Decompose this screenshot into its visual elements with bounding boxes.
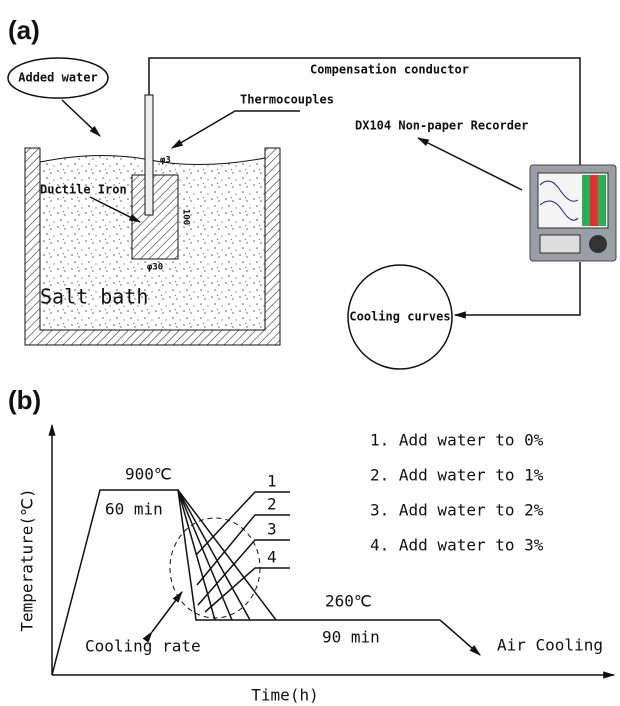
recorder-label: DX104 Non-paper Recorder (355, 119, 528, 133)
ductile-iron: Ductile Iron (40, 183, 127, 197)
legend-item: 2. Add water to 1% (370, 466, 544, 485)
block-height: 100 (181, 209, 191, 225)
figure: (a) Added water φ3 φ30 100 Compensation … (0, 0, 620, 706)
legend-item: 3. Add water to 2% (370, 501, 544, 520)
curve-label: 2 (267, 495, 277, 514)
iron-block (132, 175, 178, 259)
hold-temp: 260℃ (325, 592, 372, 611)
legend-item: 1. Add water to 0% (370, 431, 544, 450)
compensation-conductor: Compensation conductor (310, 63, 469, 77)
curve-label: 1 (267, 472, 277, 491)
block-diameter: φ30 (147, 263, 163, 273)
added-water: Added water (18, 71, 97, 85)
cooling-curves: Cooling curves (349, 310, 450, 324)
air-cooling: Air Cooling (497, 636, 603, 655)
peak-temp: 900℃ (125, 465, 172, 484)
arrow (152, 592, 182, 632)
thermocouple-rod (145, 95, 153, 215)
cooling-rate: Cooling rate (85, 637, 201, 656)
salt-bath: Salt bath (40, 285, 148, 309)
recorder (530, 165, 616, 261)
hold-time: 90 min (322, 628, 380, 647)
thermocouples: Thermocouples (240, 93, 334, 107)
x-axis-title: Time(h) (251, 686, 318, 705)
arrow (418, 138, 522, 190)
curve-label: 3 (267, 520, 277, 539)
panel-label: (a) (8, 15, 40, 45)
arrow (455, 262, 580, 315)
peak-time: 60 min (105, 500, 163, 519)
curve-label: 4 (267, 548, 277, 567)
y-axis-title: Temperature(℃) (18, 488, 37, 631)
legend-item: 4. Add water to 3% (370, 536, 544, 555)
rod-diameter: φ3 (160, 156, 171, 166)
panel-label: (b) (8, 385, 41, 415)
arrow (172, 111, 300, 148)
arrow (62, 100, 100, 136)
arrow (440, 620, 480, 655)
